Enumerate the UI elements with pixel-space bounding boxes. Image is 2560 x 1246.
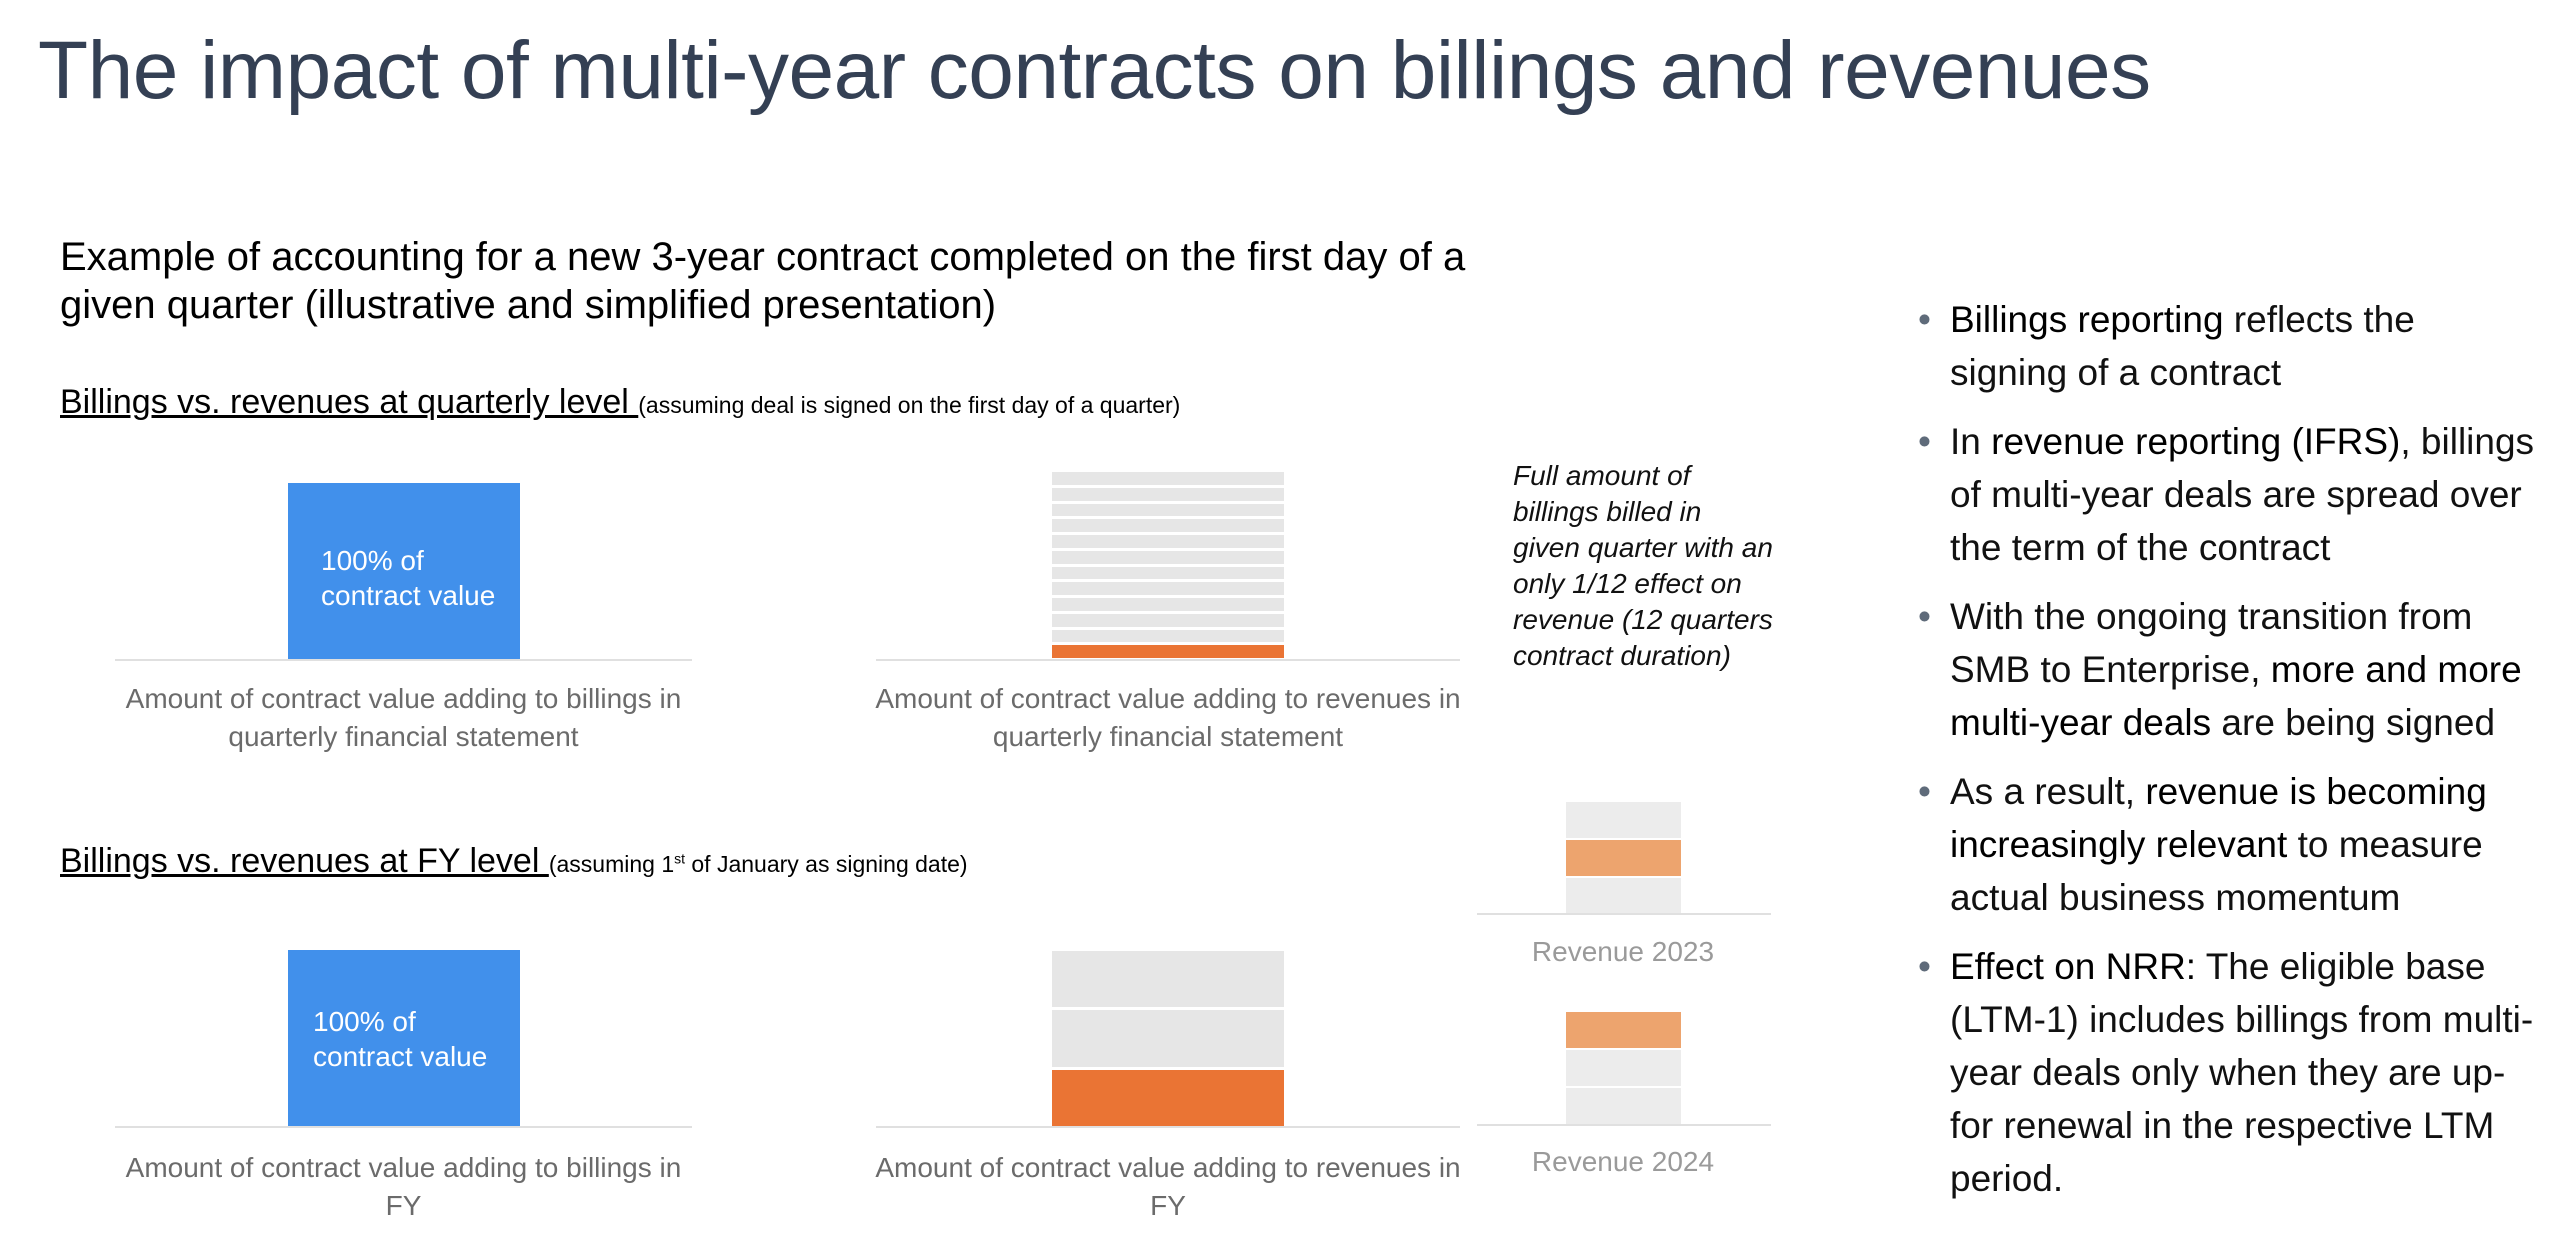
- fy-note-pre: (assuming 1: [548, 851, 675, 877]
- fy-revenue-segment-1: [1052, 951, 1284, 1008]
- quarterly-revenue-segment-11: [1052, 629, 1284, 643]
- quarterly-revenue-segment-2: [1052, 487, 1284, 501]
- subtitle-main: Example of accounting for a new 3-year c…: [60, 235, 1466, 327]
- bullet-dot-icon: •: [1918, 596, 1931, 637]
- bullet-emphasis: revenue is becoming increasingly relevan…: [1950, 771, 2487, 865]
- quarterly-revenue-segment-1: [1052, 472, 1284, 485]
- fy-billings-baseline: [115, 1126, 692, 1128]
- quarterly-billings-bar-label-line1: 100% of: [321, 545, 424, 576]
- revenue-2024-segment-1: [1566, 1012, 1681, 1050]
- bullet-text: reflects the signing of a contract: [1950, 299, 2415, 393]
- fy-note-sup: st: [674, 850, 685, 867]
- revenue-2023-segment-3: [1566, 878, 1681, 914]
- quarterly-revenue-segment-7: [1052, 566, 1284, 580]
- fy-billings-bar-label-line2: contract value: [313, 1041, 488, 1072]
- quarterly-billings-bar: 100% of contract value: [288, 483, 520, 659]
- revenue-2024-baseline: [1477, 1124, 1771, 1126]
- bullet-emphasis: Billings reporting: [1950, 299, 2224, 340]
- bullet-text: to measure actual business momentum: [1950, 824, 2483, 918]
- fy-revenue-stack: [1052, 951, 1284, 1126]
- quarterly-revenue-segment-9: [1052, 598, 1284, 611]
- revenue-2023-segment-2: [1566, 840, 1681, 878]
- quarterly-revenue-segment-10: [1052, 613, 1284, 627]
- fy-billings-caption: Amount of contract value adding to billi…: [125, 1152, 682, 1221]
- bullet-text: With the ongoing transition from SMB to …: [1950, 596, 2473, 690]
- bullet-item: • With the ongoing transition from SMB to…: [1918, 590, 2538, 749]
- revenue-2023-segment-1: [1566, 802, 1681, 840]
- fy-revenue-baseline: [876, 1126, 1460, 1128]
- bullet-item: • Effect on NRR: The eligible base (LTM-1…: [1918, 940, 2538, 1205]
- fy-billings-bar-label-line1: 100% of: [313, 1006, 416, 1037]
- revenue-2024-label: Revenue 2024: [1531, 1146, 1715, 1177]
- revenue-2023-label: Revenue 2023: [1531, 936, 1715, 967]
- fy-heading-text: Billings vs. revenues at FY level: [60, 842, 549, 880]
- revenue-2023-stack: [1566, 802, 1681, 914]
- quarterly-revenue-stack: [1052, 472, 1284, 658]
- bullet-text: , billings of multi-year deals are sprea…: [1950, 421, 2535, 568]
- revenue-2024-stack: [1566, 1012, 1681, 1124]
- quarterly-heading-note: (assuming deal is signed on the first da…: [638, 392, 1181, 418]
- quarterly-billings-caption: Amount of contract value adding to billi…: [125, 683, 682, 752]
- fy-billings-bar-label: 100% of contract value: [313, 1004, 487, 1074]
- bullet-text: are being signed: [2211, 702, 2496, 743]
- revenue-2024-segment-3: [1566, 1088, 1681, 1124]
- quarterly-revenue-baseline: [876, 659, 1460, 661]
- callout-note: Full amount of billings billed in given …: [1513, 460, 1773, 671]
- fy-revenue-caption: Amount of contract value adding to reven…: [875, 1152, 1461, 1221]
- bullet-item: • As a result, revenue is becoming increa…: [1918, 765, 2538, 924]
- quarterly-section-heading: Billings vs. revenues at quarterly level…: [60, 383, 1180, 422]
- bullet-item: • Billings reporting reflects the signing…: [1918, 293, 2538, 399]
- bullet-item: • In revenue reporting (IFRS), billings o…: [1918, 415, 2538, 574]
- bullet-emphasis: Effect on NRR:: [1950, 946, 2197, 987]
- bullet-dot-icon: •: [1918, 946, 1931, 987]
- fy-section-heading: Billings vs. revenues at FY level (assum…: [60, 842, 968, 881]
- fy-revenue-segment-3: [1052, 1069, 1284, 1126]
- quarterly-revenue-segment-8: [1052, 582, 1284, 595]
- quarterly-heading-text: Billings vs. revenues at quarterly level: [60, 383, 639, 421]
- fy-revenue-segment-2: [1052, 1010, 1284, 1067]
- quarterly-revenue-segment-12: [1052, 645, 1284, 658]
- quarterly-revenue-segment-3: [1052, 503, 1284, 517]
- quarterly-revenue-segment-6: [1052, 550, 1284, 564]
- quarterly-revenue-segment-5: [1052, 535, 1284, 548]
- quarterly-billings-bar-label-line2: contract value: [321, 580, 496, 611]
- bullet-text: In: [1950, 421, 1992, 462]
- quarterly-revenue-segment-4: [1052, 519, 1284, 532]
- revenue-2024-segment-2: [1566, 1050, 1681, 1088]
- bullet-text: As a result,: [1950, 771, 2146, 812]
- subtitle-qualifier: (illustrative and simplified presentatio…: [293, 283, 997, 327]
- fy-note-post: of January as signing date): [685, 851, 968, 877]
- quarterly-revenue-caption: Amount of contract value adding to reven…: [875, 683, 1461, 752]
- subtitle: Example of accounting for a new 3-year c…: [60, 233, 1500, 329]
- quarterly-billings-bar-label: 100% of contract value: [321, 543, 495, 613]
- bullet-dot-icon: •: [1918, 421, 1931, 462]
- bullet-emphasis: revenue reporting (IFRS): [1991, 421, 2401, 462]
- bullet-text: The eligible base (LTM-1) includes billi…: [1950, 946, 2534, 1199]
- bullet-emphasis: more and more multi-year deals: [1950, 649, 2522, 743]
- fy-billings-bar: 100% of contract value: [288, 950, 520, 1126]
- bullet-list: • Billings reporting reflects the signing…: [1918, 293, 2538, 1221]
- bullet-dot-icon: •: [1918, 299, 1931, 340]
- quarterly-billings-baseline: [115, 659, 692, 661]
- fy-heading-note: (assuming 1st of January as signing date…: [548, 850, 968, 877]
- bullet-dot-icon: •: [1918, 771, 1931, 812]
- page-title: The impact of multi-year contracts on bi…: [38, 25, 2151, 116]
- revenue-2023-baseline: [1477, 913, 1771, 915]
